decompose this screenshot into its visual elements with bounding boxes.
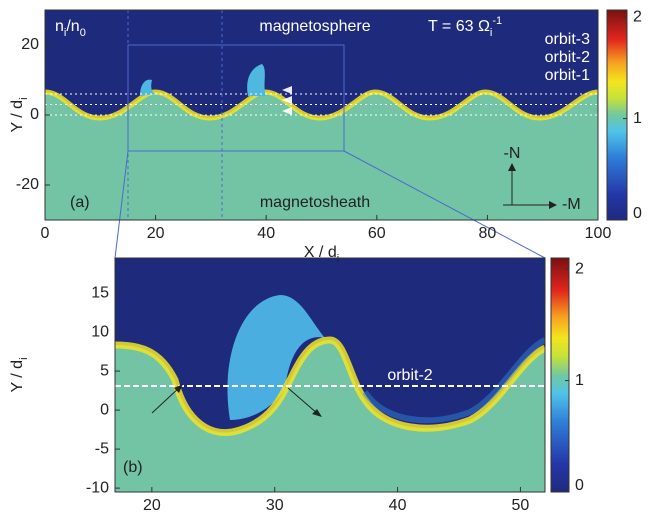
compass-label: -N bbox=[504, 145, 521, 162]
zoom-box bbox=[127, 44, 345, 152]
y-tick-label: -20 bbox=[16, 176, 39, 193]
text-part: T = 63 Ω bbox=[428, 18, 490, 35]
annotation: magnetosheath bbox=[260, 194, 370, 211]
y-tick-label: 15 bbox=[91, 284, 109, 301]
compass-label: -M bbox=[562, 196, 581, 213]
x-tick-label: 40 bbox=[257, 225, 275, 242]
annotation: orbit-2 bbox=[387, 367, 432, 384]
text-part: i bbox=[18, 357, 30, 359]
colorbar-tick-label: 1 bbox=[633, 110, 642, 127]
text-part: 0 bbox=[80, 27, 86, 39]
colorbar-tick-label: 2 bbox=[575, 260, 584, 277]
x-tick-label: 20 bbox=[147, 225, 165, 242]
colorbar-tick-label: 0 bbox=[633, 205, 642, 222]
x-tick-label: 50 bbox=[512, 497, 530, 513]
text-part: /n bbox=[66, 18, 79, 35]
text-part: n bbox=[55, 18, 64, 35]
panel-label: (b) bbox=[123, 459, 143, 476]
y-tick-label: 20 bbox=[21, 36, 39, 53]
text-part: -1 bbox=[492, 15, 502, 27]
y-tick-label: 0 bbox=[100, 401, 109, 418]
annotation: orbit-2 bbox=[545, 49, 590, 66]
colorbar-tick-label: 1 bbox=[575, 372, 584, 389]
compass bbox=[503, 168, 552, 206]
text-part: i bbox=[64, 27, 66, 39]
x-axis-label: X / di bbox=[304, 244, 339, 265]
y-tick-label: 5 bbox=[100, 362, 109, 379]
x-tick-label: 0 bbox=[41, 225, 50, 242]
zoom-connector bbox=[114, 150, 129, 259]
field-b bbox=[115, 258, 545, 492]
plot-frame bbox=[114, 257, 546, 493]
x-tick-label: 20 bbox=[143, 497, 161, 513]
x-tick-label: 30 bbox=[266, 497, 284, 513]
y-axis-label: Y / di bbox=[9, 357, 30, 392]
x-tick-label: 80 bbox=[479, 225, 497, 242]
zoom-connector bbox=[343, 150, 546, 259]
text-part: i bbox=[337, 253, 339, 265]
text-part: i bbox=[490, 27, 492, 39]
orbit-arrows bbox=[282, 86, 292, 115]
y-tick-label: 10 bbox=[91, 323, 109, 340]
compass-heads bbox=[508, 163, 557, 209]
y-tick-label: 0 bbox=[30, 106, 39, 123]
annotation: orbit-3 bbox=[545, 31, 590, 48]
y-tick-label: -5 bbox=[95, 440, 109, 457]
text-part: Y / d bbox=[9, 100, 26, 133]
colorbar-tick-label: 0 bbox=[575, 477, 584, 494]
quantity-label: ni/n0 bbox=[55, 18, 86, 39]
text-part: i bbox=[18, 97, 30, 99]
colorbar bbox=[550, 257, 570, 493]
text-part: Y / d bbox=[9, 360, 26, 393]
colorbar bbox=[606, 9, 628, 221]
x-tick-label: 40 bbox=[389, 497, 407, 513]
x-tick-label: 60 bbox=[368, 225, 386, 242]
time-label: T = 63 Ωi-1 bbox=[428, 15, 502, 39]
annotation: orbit-1 bbox=[545, 67, 590, 84]
y-axis-label: Y / di bbox=[9, 97, 30, 132]
x-tick-label: 100 bbox=[585, 225, 612, 242]
panel-label: (a) bbox=[70, 194, 90, 211]
annotation: magnetosphere bbox=[259, 18, 370, 35]
text-part: X / d bbox=[304, 244, 337, 261]
flow-arrows bbox=[151, 386, 319, 415]
y-tick-label: -10 bbox=[86, 479, 109, 496]
colorbar-tick-label: 2 bbox=[633, 8, 642, 25]
